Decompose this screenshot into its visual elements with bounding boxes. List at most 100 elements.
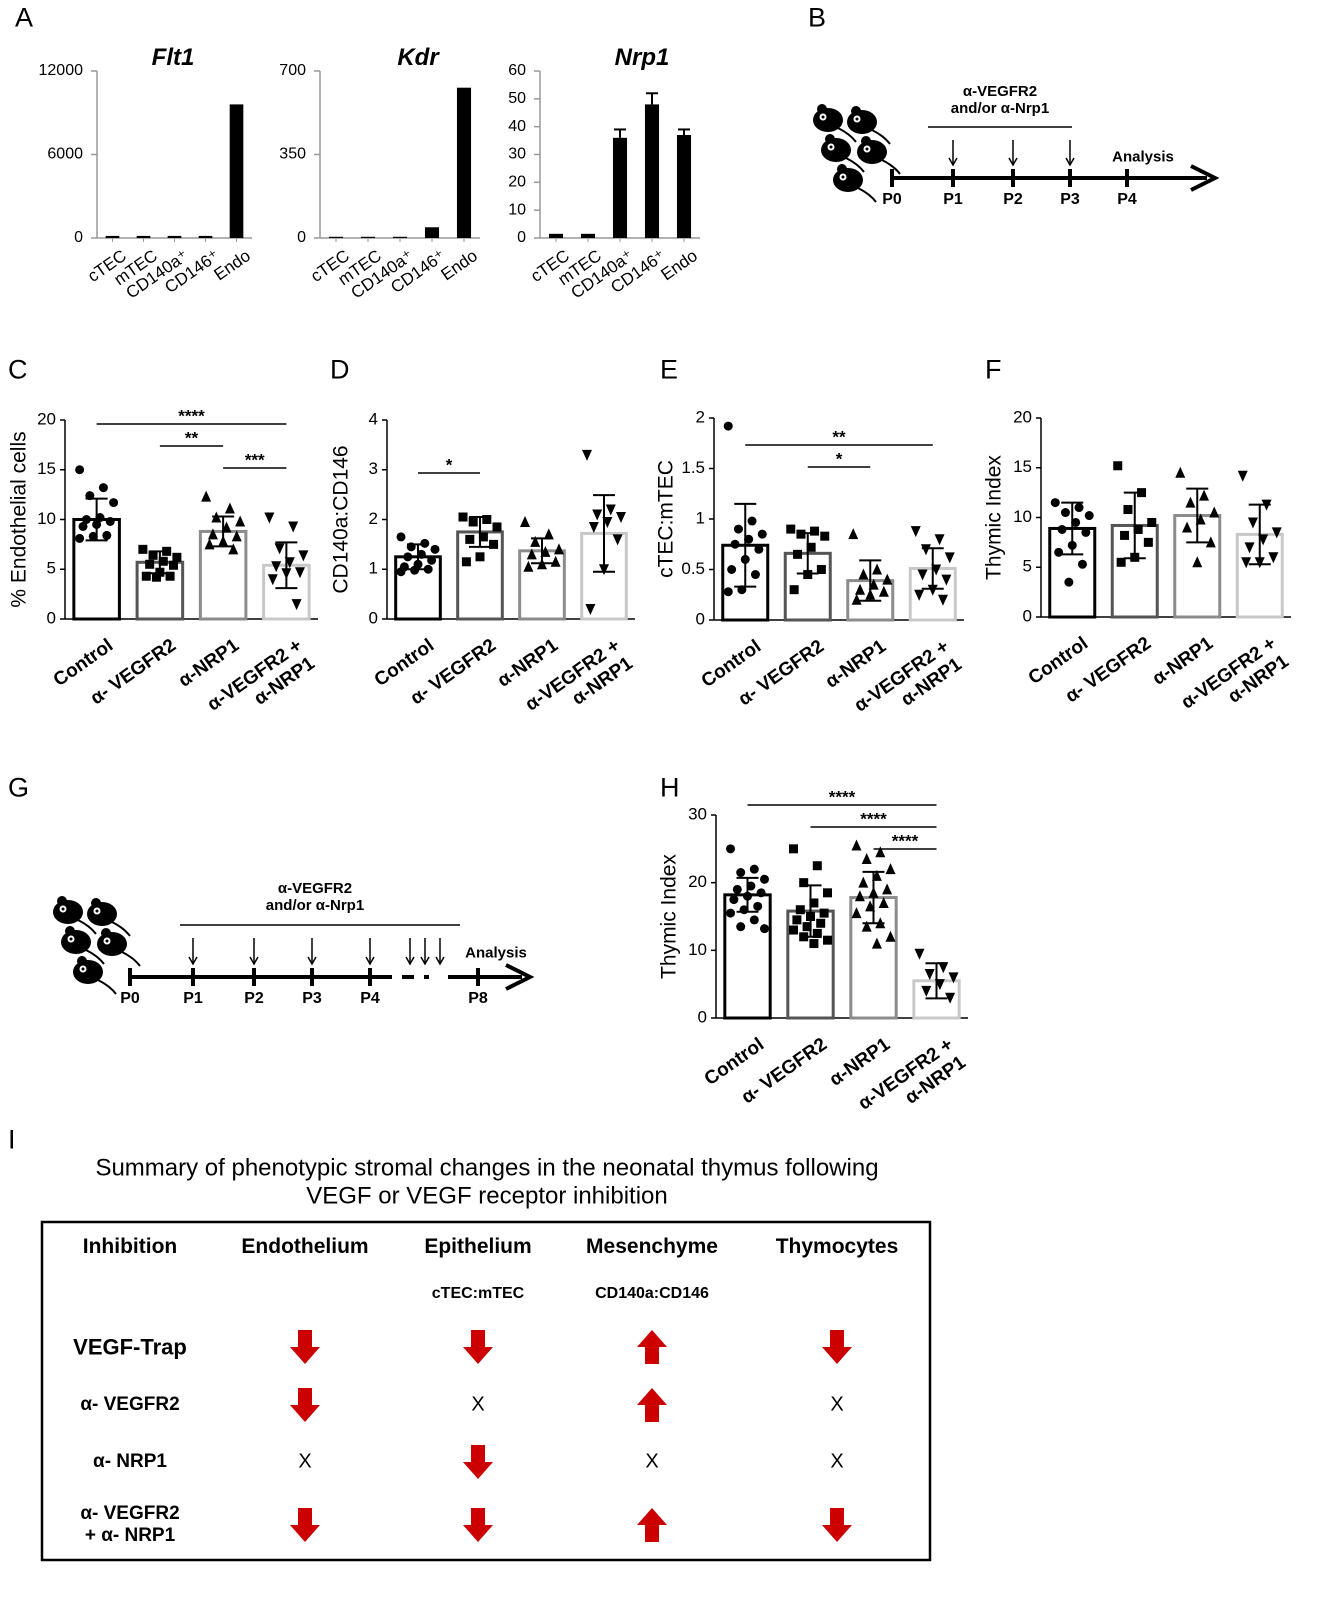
y-tick-label: 15 [37,459,56,478]
data-point [526,548,537,560]
data-point [403,552,413,562]
data-point [1199,489,1210,501]
mouse-ear [77,956,87,966]
y-tick-label: 20 [1013,407,1032,426]
injection-arrowhead [188,956,198,966]
bar [424,227,440,238]
data-point [875,846,886,858]
data-point [172,552,182,562]
data-point [806,542,816,552]
column-header: Thymocytes [775,1234,899,1258]
y-tick-label: 30 [508,146,526,163]
data-point [1050,498,1060,508]
y-tick-label: 2 [369,509,378,528]
data-point [585,604,596,616]
data-point [1268,552,1279,564]
significance-label: **** [178,406,205,425]
data-point [819,908,829,918]
significance-label: ** [185,428,199,447]
timeline-label: P0 [120,989,140,1007]
data-point [1143,537,1153,547]
bar [456,87,472,238]
arrow-down [463,1445,493,1479]
data-point [937,594,948,606]
data-point [1084,511,1094,521]
mouse-ear [65,926,75,936]
chart-title: Nrp1 [614,44,670,72]
mouse-tail [77,919,97,935]
data-point [1175,466,1186,478]
data-point [789,585,799,595]
data-point [492,522,502,532]
timeline-arrowhead [1190,164,1220,192]
arrow-up [637,1508,667,1542]
data-point [941,574,952,586]
data-point [733,524,743,534]
timeline-label: P2 [244,989,264,1007]
arrow-down [290,1508,320,1542]
data-point [812,861,822,871]
data-point [885,930,896,942]
treatment-label: α-VEGFR2 and/or α-Nrp1 [950,82,1050,117]
data-point [744,534,754,544]
data-point [264,512,275,524]
data-point [88,531,98,541]
bar [644,104,660,239]
arrow-down [463,1508,493,1542]
data-point [95,513,105,523]
y-tick-label: 0 [698,1007,707,1026]
data-point [1081,527,1091,537]
mouse-pupil [865,147,869,151]
data-point [757,529,767,539]
data-point [1244,542,1255,554]
data-point [1185,496,1196,508]
mouse-tail [881,159,901,175]
significance-label: **** [860,809,887,828]
y-tick-label: 0 [517,229,526,246]
mouse [53,900,83,924]
table-cell: X [830,1393,844,1416]
panel-label: E [660,354,679,385]
data-point [760,874,769,884]
data-point [910,526,921,538]
mouse [847,110,877,134]
treatment-label: α-VEGFR2 and/or α-Nrp1 [265,879,365,914]
bar [548,233,564,238]
bar [198,235,213,238]
data-point [878,585,889,597]
mouse-tail [871,129,891,145]
bar [676,135,692,238]
data-point [861,852,872,864]
data-point [267,574,278,586]
mouse-ear [825,134,835,144]
data-point [148,550,158,560]
data-point [861,920,872,932]
data-point [530,535,541,547]
y-tick-label: 15 [1013,457,1032,476]
column-measure: cTEC:mTEC [431,1284,525,1302]
panel-label: B [808,2,827,33]
data-point [231,530,242,542]
data-point [207,528,218,540]
bar [328,236,344,238]
data-point [523,560,534,572]
data-point [789,925,798,935]
data-point [582,449,592,461]
y-tick-label: 50 [508,90,526,107]
y-tick-label: 350 [279,146,306,163]
y-tick-label: 12000 [39,62,84,79]
mouse-ear [861,136,871,146]
data-point [81,515,91,524]
data-point [416,549,426,559]
data-point [795,905,805,915]
bar [392,236,408,238]
injection-arrowhead [1065,157,1075,167]
data-point [871,937,882,949]
y-tick-label: 10 [688,940,707,959]
data-point [1247,517,1258,529]
mouse-pupil [69,937,73,941]
injection-arrowhead [249,956,259,966]
y-tick-label: 0.5 [681,559,705,578]
data-point [793,549,803,559]
